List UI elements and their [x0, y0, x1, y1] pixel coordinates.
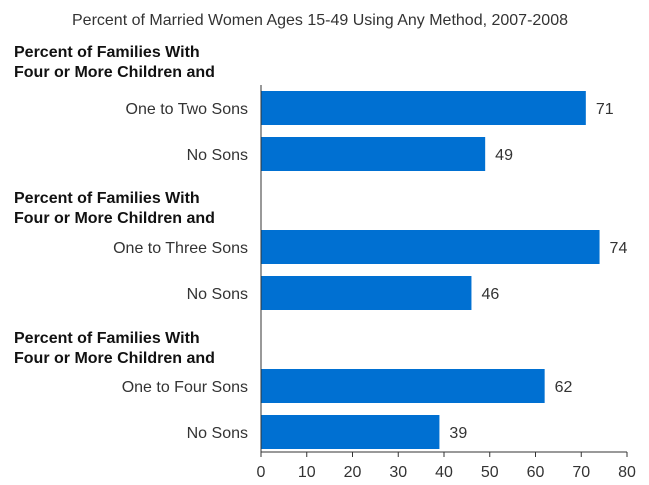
- bars-layer: One to Two Sons 71 No Sons 49 One to Three S…: [113, 91, 627, 449]
- chart-title: Percent of Married Women Ages 15-49 Usin…: [72, 12, 568, 29]
- x-tick-label: 60: [527, 464, 545, 481]
- x-tick-label: 10: [298, 464, 316, 481]
- category-label: No Sons: [187, 147, 248, 164]
- x-tick-label: 80: [618, 464, 636, 481]
- x-tick-label: 40: [435, 464, 453, 481]
- group-label: Four or More Children and: [14, 210, 215, 227]
- group-label: Four or More Children and: [14, 64, 215, 81]
- groups-layer: Percent of Families With Four or More Chi…: [14, 44, 215, 367]
- value-label: 74: [610, 240, 628, 257]
- bar: [261, 415, 440, 449]
- value-label: 71: [596, 101, 614, 118]
- group-label: Percent of Families With: [14, 330, 200, 347]
- value-label: 49: [495, 147, 513, 164]
- group-label: Percent of Families With: [14, 44, 200, 61]
- category-label: No Sons: [187, 286, 248, 303]
- category-label: One to Two Sons: [126, 101, 248, 118]
- x-tick-label: 20: [344, 464, 362, 481]
- value-label: 62: [555, 379, 573, 396]
- bar: [261, 369, 545, 403]
- bar: [261, 276, 472, 310]
- group-label: Four or More Children and: [14, 350, 215, 367]
- category-label: No Sons: [187, 425, 248, 442]
- category-label: One to Three Sons: [113, 240, 248, 257]
- x-tick-label: 0: [257, 464, 266, 481]
- value-label: 46: [481, 286, 499, 303]
- axis-layer: 0 10 20 30 40 50 60 70 80: [257, 85, 636, 481]
- value-label: 39: [449, 425, 467, 442]
- category-label: One to Four Sons: [122, 379, 248, 396]
- bar: [261, 137, 486, 171]
- x-tick-label: 50: [481, 464, 499, 481]
- bar: [261, 91, 586, 125]
- bar: [261, 230, 600, 264]
- x-tick-label: 30: [389, 464, 407, 481]
- group-label: Percent of Families With: [14, 190, 200, 207]
- x-tick-label: 70: [572, 464, 590, 481]
